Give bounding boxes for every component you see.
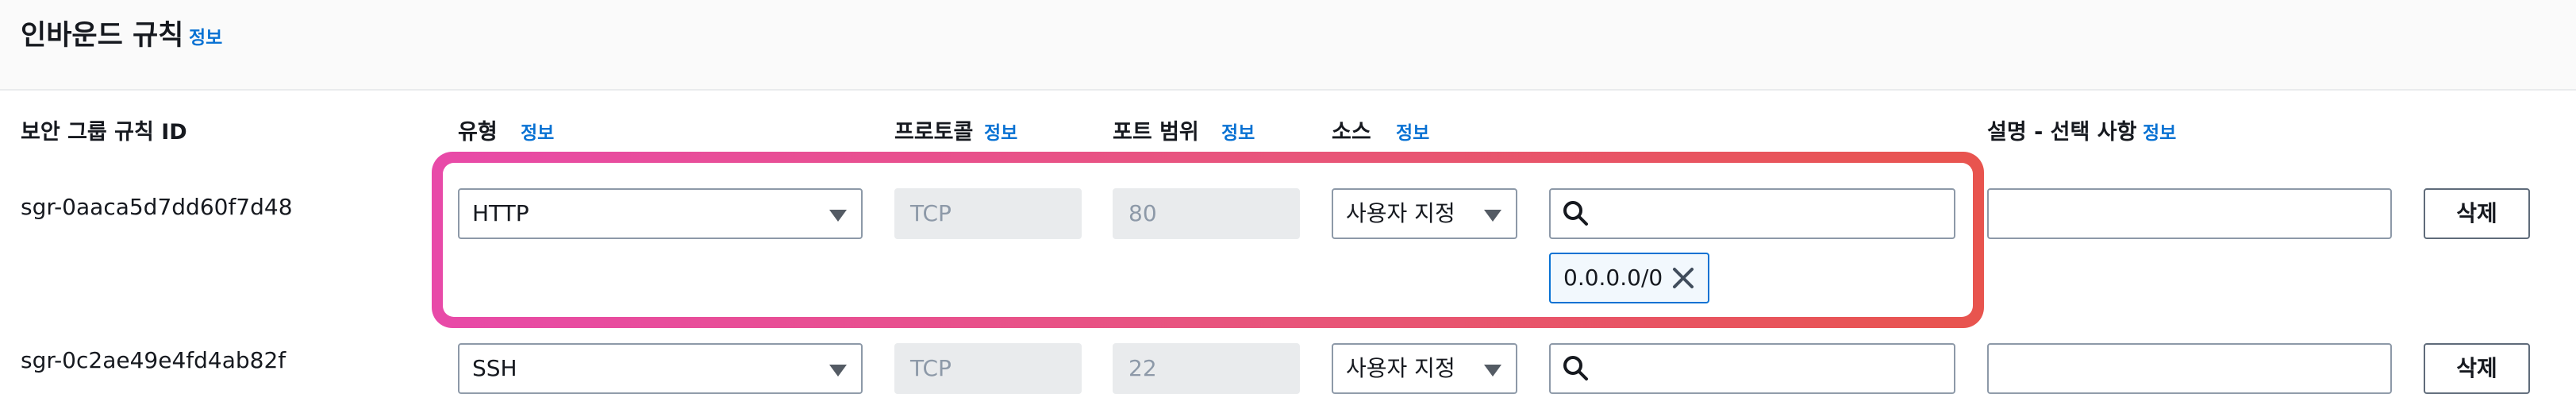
section-info-link[interactable]: 정보 xyxy=(189,28,223,48)
cidr-token: 0.0.0.0/0 xyxy=(1549,253,1709,303)
highlight-frame xyxy=(432,152,1984,328)
close-icon[interactable] xyxy=(1671,266,1695,290)
caret-down-icon xyxy=(1484,210,1501,222)
column-header-description: 설명 - 선택 사항 xyxy=(1987,120,2137,145)
protocol-info-link[interactable]: 정보 xyxy=(984,123,1018,144)
search-icon xyxy=(1563,201,1588,226)
port-range-field: 80 xyxy=(1113,188,1300,239)
section-header xyxy=(0,0,2576,91)
type-select-value: HTTP xyxy=(472,200,529,226)
protocol-field: TCP xyxy=(894,343,1082,394)
protocol-field: TCP xyxy=(894,188,1082,239)
caret-down-icon xyxy=(829,210,847,222)
source-search-input[interactable] xyxy=(1549,343,1955,394)
description-info-link[interactable]: 정보 xyxy=(2143,123,2177,144)
port-range-field: 22 xyxy=(1113,343,1300,394)
caret-down-icon xyxy=(829,365,847,377)
type-select-value: SSH xyxy=(472,355,517,381)
search-icon xyxy=(1563,356,1588,380)
rule-id: sgr-0c2ae49e4fd4ab82f xyxy=(21,347,286,373)
type-info-link[interactable]: 정보 xyxy=(521,123,555,144)
source-search-input[interactable] xyxy=(1549,188,1955,239)
description-input[interactable] xyxy=(1987,343,2392,394)
caret-down-icon xyxy=(1484,365,1501,377)
delete-button[interactable]: 삭제 xyxy=(2424,343,2530,394)
source-type-value: 사용자 지정 xyxy=(1346,200,1455,226)
source-type-select[interactable]: 사용자 지정 xyxy=(1332,343,1517,394)
source-type-select[interactable]: 사용자 지정 xyxy=(1332,188,1517,239)
source-type-value: 사용자 지정 xyxy=(1346,355,1455,381)
description-input[interactable] xyxy=(1987,188,2392,239)
type-select[interactable]: HTTP xyxy=(458,188,863,239)
rule-id: sgr-0aaca5d7dd60f7d48 xyxy=(21,194,293,220)
column-header-port-range: 포트 범위 xyxy=(1113,120,1199,145)
section-title: 인바운드 규칙 xyxy=(21,20,184,52)
delete-button[interactable]: 삭제 xyxy=(2424,188,2530,239)
type-select[interactable]: SSH xyxy=(458,343,863,394)
column-header-type: 유형 xyxy=(458,120,498,145)
cidr-token-label: 0.0.0.0/0 xyxy=(1563,265,1663,291)
column-header-protocol: 프로토콜 xyxy=(894,120,974,145)
column-header-source: 소스 xyxy=(1332,120,1371,145)
port-range-info-link[interactable]: 정보 xyxy=(1221,123,1255,144)
source-info-link[interactable]: 정보 xyxy=(1396,123,1430,144)
column-header-rule-id: 보안 그룹 규칙 ID xyxy=(21,120,187,145)
